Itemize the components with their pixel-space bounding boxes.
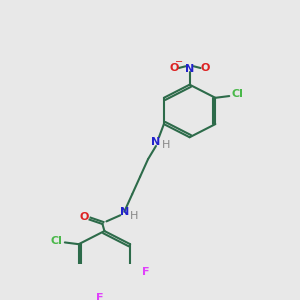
Text: −: − <box>175 57 183 67</box>
Text: F: F <box>96 293 103 300</box>
Text: F: F <box>142 267 150 277</box>
Text: Cl: Cl <box>51 236 63 246</box>
Text: Cl: Cl <box>231 89 243 99</box>
Text: H: H <box>162 140 170 150</box>
Text: O: O <box>169 63 178 73</box>
Text: O: O <box>201 63 210 73</box>
Text: N: N <box>185 64 194 74</box>
Text: N: N <box>120 207 129 217</box>
Text: H: H <box>130 211 138 221</box>
Text: N: N <box>151 136 160 147</box>
Text: O: O <box>80 212 89 222</box>
